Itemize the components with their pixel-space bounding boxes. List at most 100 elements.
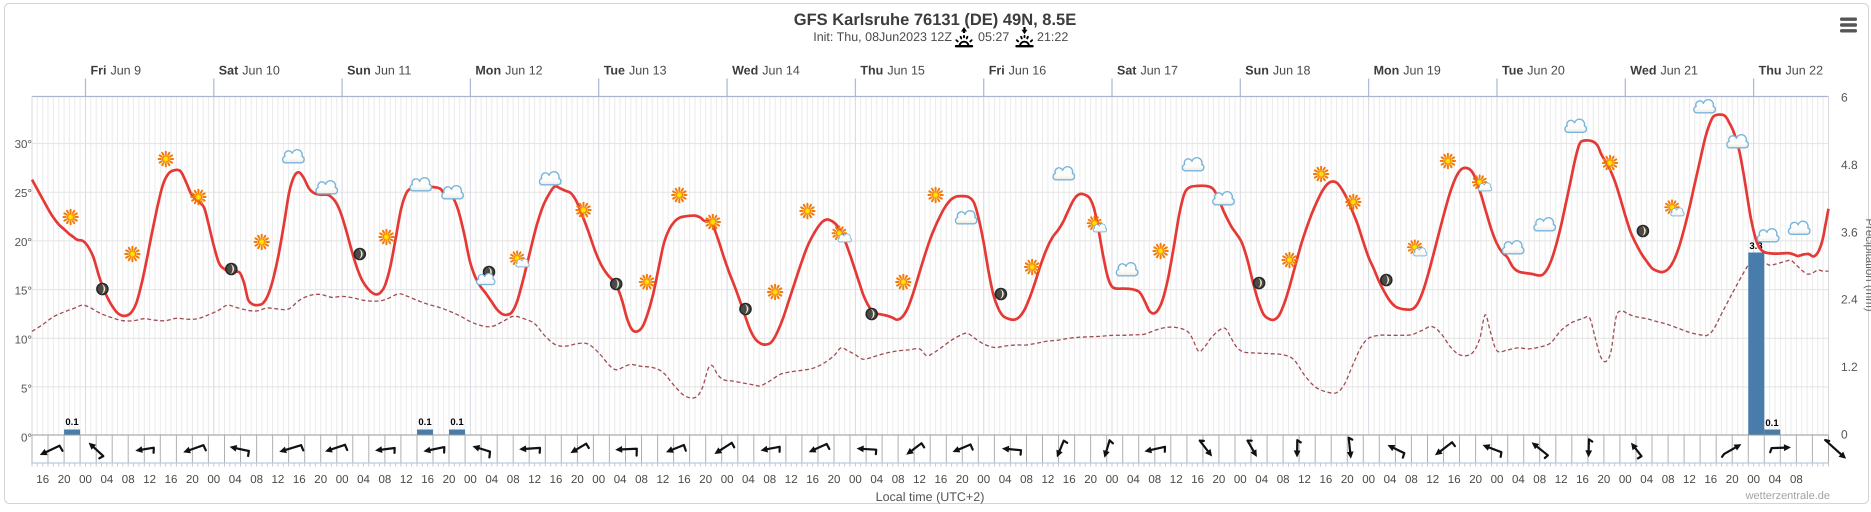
svg-text:16: 16 — [550, 474, 563, 486]
svg-text:12: 12 — [1298, 474, 1311, 486]
svg-text:08: 08 — [1277, 474, 1290, 486]
svg-text:12: 12 — [657, 474, 670, 486]
svg-text:20: 20 — [1341, 474, 1354, 486]
svg-text:05:27: 05:27 — [978, 30, 1009, 44]
svg-text:08: 08 — [122, 474, 135, 486]
svg-text:Init: Thu, 08Jun2023 12Z: Init: Thu, 08Jun2023 12Z — [813, 30, 952, 44]
svg-text:12: 12 — [1426, 474, 1439, 486]
svg-text:04: 04 — [1769, 474, 1782, 486]
svg-text:04: 04 — [1640, 474, 1653, 486]
svg-text:1.2: 1.2 — [1841, 360, 1858, 374]
svg-text:20: 20 — [571, 474, 584, 486]
svg-text:00: 00 — [1362, 474, 1375, 486]
svg-text:20: 20 — [1726, 474, 1739, 486]
svg-text:04: 04 — [1384, 474, 1397, 486]
svg-text:08: 08 — [1790, 474, 1803, 486]
svg-text:20: 20 — [828, 474, 841, 486]
svg-text:0.1: 0.1 — [450, 417, 464, 428]
svg-text:08: 08 — [379, 474, 392, 486]
svg-text:16: 16 — [1320, 474, 1333, 486]
svg-text:08: 08 — [1662, 474, 1675, 486]
svg-text:08: 08 — [763, 474, 776, 486]
svg-text:08: 08 — [892, 474, 905, 486]
svg-text:12: 12 — [1170, 474, 1183, 486]
svg-text:16: 16 — [1191, 474, 1204, 486]
svg-text:GFS Karlsruhe 76131 (DE) 49N,: GFS Karlsruhe 76131 (DE) 49N, 8.5E — [794, 11, 1076, 29]
svg-text:00: 00 — [1491, 474, 1504, 486]
svg-text:16: 16 — [1063, 474, 1076, 486]
svg-text:16: 16 — [678, 474, 691, 486]
svg-text:0: 0 — [1841, 428, 1848, 442]
svg-text:20: 20 — [1084, 474, 1097, 486]
svg-text:Local time (UTC+2): Local time (UTC+2) — [876, 490, 985, 504]
svg-text:00: 00 — [1106, 474, 1119, 486]
svg-text:04: 04 — [870, 474, 883, 486]
svg-text:12: 12 — [1683, 474, 1696, 486]
svg-text:04: 04 — [101, 474, 114, 486]
svg-text:25°: 25° — [15, 188, 32, 200]
svg-text:16: 16 — [1704, 474, 1717, 486]
svg-text:16: 16 — [421, 474, 434, 486]
svg-text:3.6: 3.6 — [1841, 225, 1858, 239]
svg-text:20: 20 — [443, 474, 456, 486]
svg-text:00: 00 — [1619, 474, 1632, 486]
svg-text:0.1: 0.1 — [418, 417, 432, 428]
svg-text:00: 00 — [79, 474, 92, 486]
svg-text:16: 16 — [165, 474, 178, 486]
svg-text:12: 12 — [785, 474, 798, 486]
svg-text:21:22: 21:22 — [1037, 30, 1068, 44]
svg-text:3.3: 3.3 — [1749, 241, 1762, 252]
svg-text:04: 04 — [999, 474, 1012, 486]
svg-text:4.8: 4.8 — [1841, 158, 1858, 172]
svg-text:04: 04 — [485, 474, 498, 486]
svg-text:20: 20 — [1469, 474, 1482, 486]
svg-text:wetterzentrale.de: wetterzentrale.de — [1745, 490, 1830, 502]
svg-text:04: 04 — [1127, 474, 1140, 486]
svg-text:0°: 0° — [21, 433, 32, 445]
svg-text:08: 08 — [1533, 474, 1546, 486]
svg-text:20°: 20° — [15, 237, 32, 249]
svg-text:5°: 5° — [21, 384, 32, 396]
svg-text:00: 00 — [336, 474, 349, 486]
svg-text:08: 08 — [507, 474, 520, 486]
svg-text:08: 08 — [635, 474, 648, 486]
svg-text:16: 16 — [1576, 474, 1589, 486]
svg-text:12: 12 — [913, 474, 926, 486]
svg-text:20: 20 — [58, 474, 71, 486]
svg-text:10°: 10° — [15, 335, 32, 347]
svg-text:20: 20 — [1213, 474, 1226, 486]
svg-text:12: 12 — [400, 474, 413, 486]
svg-text:00: 00 — [849, 474, 862, 486]
svg-text:00: 00 — [1234, 474, 1247, 486]
svg-text:04: 04 — [1255, 474, 1268, 486]
svg-text:00: 00 — [1747, 474, 1760, 486]
svg-text:04: 04 — [357, 474, 370, 486]
svg-text:00: 00 — [977, 474, 990, 486]
svg-text:08: 08 — [1148, 474, 1161, 486]
svg-text:04: 04 — [742, 474, 755, 486]
svg-text:08: 08 — [250, 474, 263, 486]
svg-text:2.4: 2.4 — [1841, 293, 1858, 307]
svg-text:16: 16 — [806, 474, 819, 486]
svg-text:16: 16 — [1448, 474, 1461, 486]
svg-text:08: 08 — [1405, 474, 1418, 486]
svg-text:6: 6 — [1841, 91, 1848, 105]
svg-text:20: 20 — [699, 474, 712, 486]
svg-text:00: 00 — [592, 474, 605, 486]
svg-text:00: 00 — [721, 474, 734, 486]
svg-text:16: 16 — [293, 474, 306, 486]
